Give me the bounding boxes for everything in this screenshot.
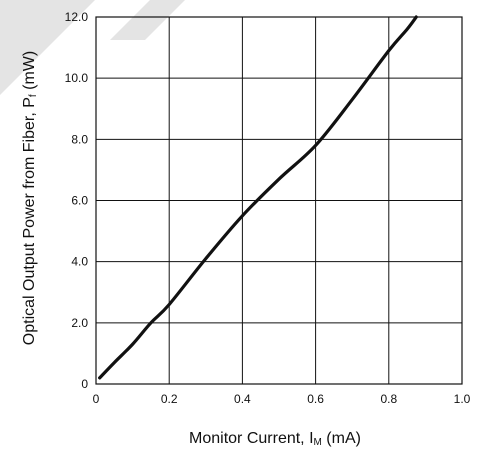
- y-tick-label: 2.0: [71, 316, 88, 330]
- x-tick-label: 0: [93, 392, 100, 406]
- x-tick-label: 0.4: [234, 392, 251, 406]
- x-tick-label: 1.0: [454, 392, 471, 406]
- y-tick-label: 10.0: [65, 71, 89, 85]
- y-tick-label: 6.0: [71, 194, 88, 208]
- plot-frame: [95, 16, 463, 385]
- series-line: [98, 15, 418, 380]
- x-tick-label: 0.2: [161, 392, 178, 406]
- grid: [95, 16, 463, 385]
- watermark-stripe: [110, 0, 185, 40]
- y-tick-label: 4.0: [71, 255, 88, 269]
- x-tick-label: 0.6: [307, 392, 324, 406]
- y-tick-label: 8.0: [71, 132, 88, 146]
- series-group: [98, 15, 418, 380]
- y-tick-label: 0: [81, 377, 88, 391]
- y-tick-label: 12.0: [65, 10, 89, 24]
- x-tick-label: 0.8: [380, 392, 397, 406]
- corner-watermark: [0, 0, 95, 95]
- x-tick-labels: 0 0.2 0.4 0.6 0.8 1.0: [93, 392, 471, 406]
- x-axis-label: Monitor Current, IM (mA): [189, 430, 361, 448]
- y-tick-labels: 0 2.0 4.0 6.0 8.0 10.0 12.0: [65, 10, 89, 391]
- y-axis-label: Optical Output Power from Fiber, Pf (mW): [21, 51, 39, 345]
